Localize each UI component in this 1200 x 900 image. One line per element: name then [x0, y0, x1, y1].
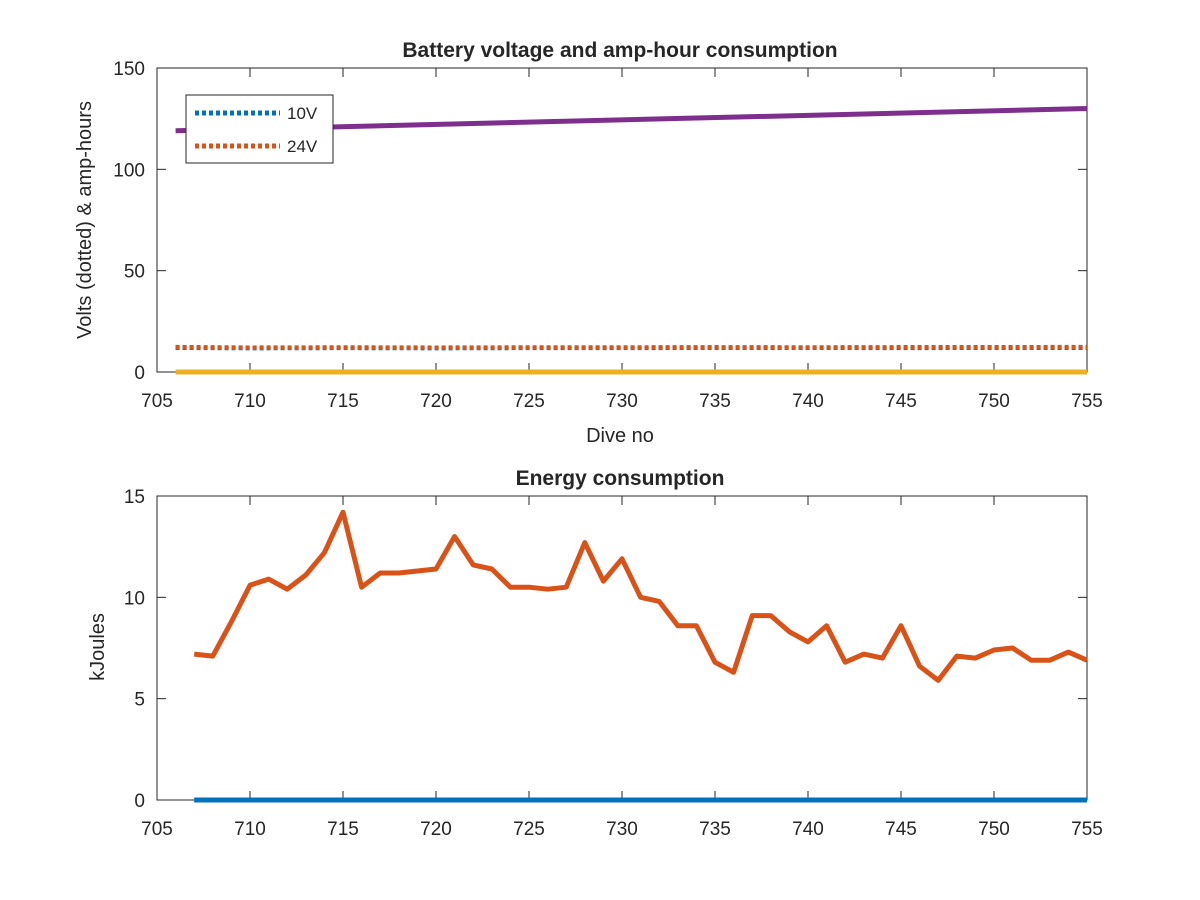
energy-y-tick-label: 5	[134, 690, 145, 711]
voltage-x-tick-label: 705	[141, 391, 173, 412]
voltage-series-line-24v	[175, 344, 1088, 350]
voltage-x-tick-label: 715	[327, 391, 359, 412]
energy-x-tick-label: 725	[513, 819, 545, 840]
voltage-legend-box	[185, 94, 334, 164]
energy-x-tick-label: 710	[234, 819, 266, 840]
energy-x-tick-label: 715	[327, 819, 359, 840]
energy-y-tick-label: 10	[124, 588, 145, 609]
energy-x-tick-label: 755	[1071, 819, 1103, 840]
voltage-y-tick-label: 100	[113, 160, 145, 181]
energy-series-line-2	[193, 509, 1088, 683]
voltage-x-tick-label: 755	[1071, 391, 1103, 412]
voltage-y-tick-label: 150	[113, 59, 145, 80]
voltage-chart-title: Battery voltage and amp-hour consumption	[402, 39, 837, 62]
energy-axes: Energy consumption kJoules 705 710 715 720 7…	[87, 467, 1103, 840]
voltage-x-tick-label: 730	[606, 391, 638, 412]
energy-x-tick-label: 705	[141, 819, 173, 840]
voltage-x-tick-label: 750	[978, 391, 1010, 412]
energy-x-tick-label: 730	[606, 819, 638, 840]
voltage-y-axis-label: Volts (dotted) & amp-hours	[74, 101, 96, 339]
voltage-y-tick-label: 0	[134, 363, 145, 384]
voltage-x-axis-label: Dive no	[586, 425, 654, 447]
voltage-x-tick-label: 725	[513, 391, 545, 412]
energy-x-tick-label: 745	[885, 819, 917, 840]
energy-x-tick-label: 740	[792, 819, 824, 840]
voltage-legend-label-10v: 10V	[287, 104, 318, 123]
voltage-x-tick-label: 745	[885, 391, 917, 412]
energy-chart-title: Energy consumption	[516, 467, 725, 490]
voltage-y-tick-label: 50	[124, 262, 145, 283]
energy-y-tick-label: 0	[134, 791, 145, 812]
voltage-legend-label-24v: 24V	[287, 137, 318, 156]
energy-x-tick-label: 750	[978, 819, 1010, 840]
voltage-amphour-axes: Battery voltage and amp-hour consumption…	[74, 39, 1103, 447]
voltage-x-tick-label: 735	[699, 391, 731, 412]
energy-y-tick-label: 15	[124, 487, 145, 508]
energy-x-tick-label: 720	[420, 819, 452, 840]
voltage-x-tick-label: 720	[420, 391, 452, 412]
energy-x-tick-label: 735	[699, 819, 731, 840]
voltage-x-tick-label: 740	[792, 391, 824, 412]
energy-y-axis-label: kJoules	[87, 613, 109, 681]
voltage-x-tick-label: 710	[234, 391, 266, 412]
